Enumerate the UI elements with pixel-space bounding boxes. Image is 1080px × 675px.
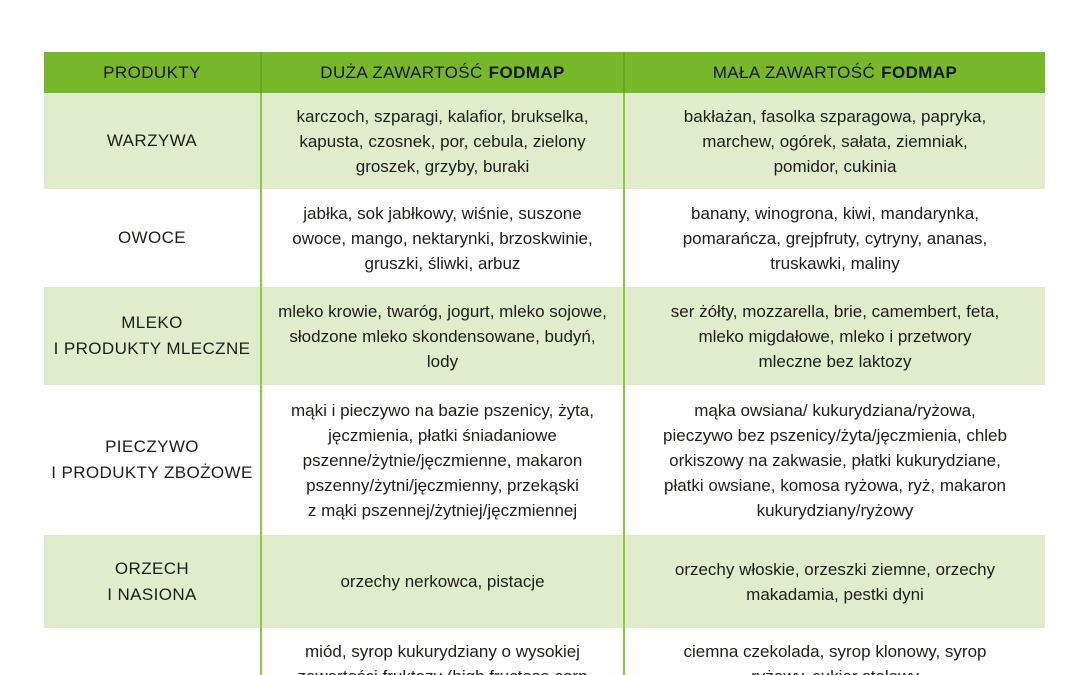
row-orzechy: ORZECH I NASIONA orzechy nerkowca, pista… xyxy=(44,535,1045,628)
row-partial-bottom: miód, syrop kukurydziany o wysokiej zawa… xyxy=(44,628,1045,675)
high-fodmap-text: jabłka, sok jabłkowy, wiśnie, suszone ow… xyxy=(292,203,593,273)
low-fodmap-cell: mąka owsiana/ kukurydziana/ryżowa, piecz… xyxy=(623,385,1045,535)
header-low-label: MAŁA ZAWARTOŚĆ xyxy=(712,62,876,82)
low-fodmap-text: bakłażan, fasolka szparagowa, papryka, m… xyxy=(683,106,987,176)
category-label: OWOCE xyxy=(117,228,187,247)
low-fodmap-text: ciemna czekolada, syrop klonowy, syrop r… xyxy=(683,642,987,675)
header-low-fodmap: MAŁA ZAWARTOŚĆ FODMAP xyxy=(623,52,1045,93)
row-owoce: OWOCE jabłka, sok jabłkowy, wiśnie, susz… xyxy=(44,189,1045,287)
row-mleko: MLEKO I PRODUKTY MLECZNE mleko krowie, t… xyxy=(44,287,1045,385)
high-fodmap-text: mąki i pieczywo na bazie pszenicy, żyta,… xyxy=(291,400,594,520)
row-warzywa: WARZYWA karczoch, szparagi, kalafior, br… xyxy=(44,93,1045,189)
high-fodmap-cell: miód, syrop kukurydziany o wysokiej zawa… xyxy=(260,628,623,675)
low-fodmap-text: mąka owsiana/ kukurydziana/ryżowa, piecz… xyxy=(663,400,1007,520)
high-fodmap-cell: mleko krowie, twaróg, jogurt, mleko sojo… xyxy=(260,287,623,385)
category-label: MLEKO I PRODUKTY MLECZNE xyxy=(53,313,251,358)
category-cell: MLEKO I PRODUKTY MLECZNE xyxy=(44,287,260,385)
low-fodmap-cell: ciemna czekolada, syrop klonowy, syrop r… xyxy=(623,628,1045,675)
category-label: WARZYWA xyxy=(106,131,198,150)
high-fodmap-text: karczoch, szparagi, kalafior, brukselka,… xyxy=(296,106,589,176)
category-cell xyxy=(44,628,260,675)
high-fodmap-text: miód, syrop kukurydziany o wysokiej zawa… xyxy=(297,642,587,675)
high-fodmap-cell: karczoch, szparagi, kalafior, brukselka,… xyxy=(260,93,623,189)
category-label: ORZECH I NASIONA xyxy=(107,558,197,604)
row-pieczywo: PIECZYWO I PRODUKTY ZBOŻOWE mąki i piecz… xyxy=(44,385,1045,535)
category-cell: PIECZYWO I PRODUKTY ZBOŻOWE xyxy=(44,385,260,535)
low-fodmap-cell: orzechy włoskie, orzeszki ziemne, orzech… xyxy=(623,535,1045,628)
header-products-label: PRODUKTY xyxy=(103,62,201,82)
high-fodmap-cell: orzechy nerkowca, pistacje xyxy=(260,535,623,628)
high-fodmap-text: orzechy nerkowca, pistacje xyxy=(340,572,545,591)
low-fodmap-text: orzechy włoskie, orzeszki ziemne, orzech… xyxy=(674,559,996,604)
low-fodmap-cell: banany, winogrona, kiwi, mandarynka, pom… xyxy=(623,189,1045,287)
header-products: PRODUKTY xyxy=(44,52,260,93)
low-fodmap-cell: bakłażan, fasolka szparagowa, papryka, m… xyxy=(623,93,1045,189)
high-fodmap-cell: mąki i pieczywo na bazie pszenicy, żyta,… xyxy=(260,385,623,535)
category-cell: ORZECH I NASIONA xyxy=(44,535,260,628)
table-header-row: PRODUKTY DUŻA ZAWARTOŚĆ FODMAP MAŁA ZAWA… xyxy=(44,52,1045,93)
high-fodmap-cell: jabłka, sok jabłkowy, wiśnie, suszone ow… xyxy=(260,189,623,287)
header-high-fodmap: DUŻA ZAWARTOŚĆ FODMAP xyxy=(260,52,623,93)
low-fodmap-text: banany, winogrona, kiwi, mandarynka, pom… xyxy=(682,203,988,273)
category-cell: OWOCE xyxy=(44,189,260,287)
low-fodmap-cell: ser żółty, mozzarella, brie, camembert, … xyxy=(623,287,1045,385)
header-high-fodmap-bold: FODMAP xyxy=(488,62,565,82)
category-label: PIECZYWO I PRODUKTY ZBOŻOWE xyxy=(51,437,253,482)
fodmap-table: PRODUKTY DUŻA ZAWARTOŚĆ FODMAP MAŁA ZAWA… xyxy=(44,52,1045,675)
low-fodmap-text: ser żółty, mozzarella, brie, camembert, … xyxy=(670,301,1000,371)
header-low-fodmap-bold: FODMAP xyxy=(881,62,958,82)
category-cell: WARZYWA xyxy=(44,93,260,189)
high-fodmap-text: mleko krowie, twaróg, jogurt, mleko sojo… xyxy=(278,301,607,371)
header-high-label: DUŻA ZAWARTOŚĆ xyxy=(320,62,483,82)
